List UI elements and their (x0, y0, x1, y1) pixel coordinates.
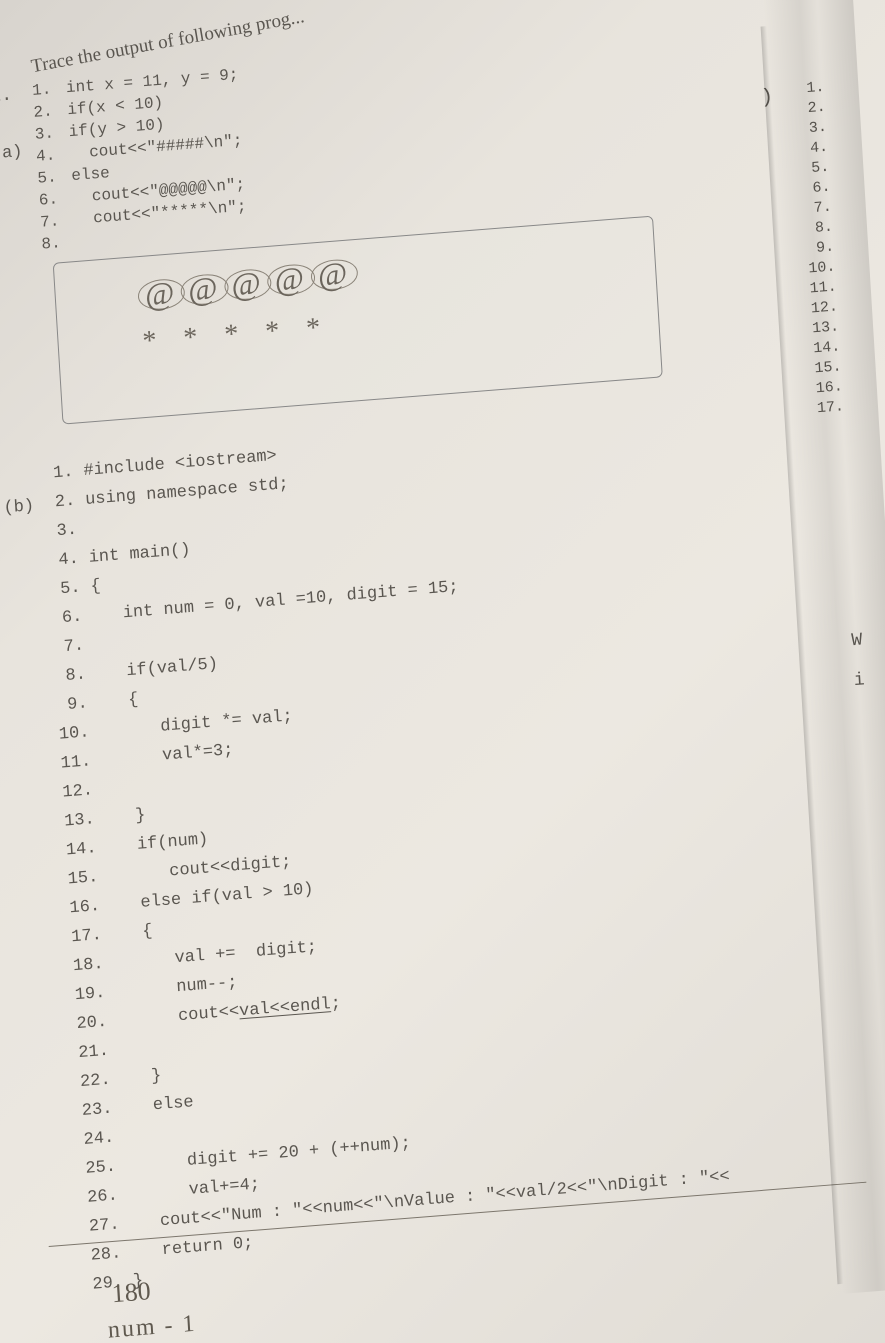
question-prompt: Trace the output of following prog... (30, 6, 306, 78)
right-page-letters: W i (850, 620, 866, 701)
part-b-label: (b) (3, 497, 35, 518)
code-block-a: 1.int x = 11, y = 9; 2.if(x < 10) 3.if(y… (31, 64, 248, 256)
textbook-page: 2. Trace the output of following prog...… (0, 0, 885, 1343)
handwritten-b-line1: 180 (111, 1276, 152, 1309)
question-number: 2. (0, 86, 13, 108)
code-block-b: 1.#include <iostream> 2.using namespace … (33, 410, 734, 1301)
right-page-line-numbers: 1. 2. 3. 4. 5. 6. 7. 8. 9. 10. 11. 12. 1… (797, 78, 845, 419)
handwritten-b-line2: num - 1 (107, 1311, 197, 1343)
part-a-label: (a) (0, 143, 23, 164)
